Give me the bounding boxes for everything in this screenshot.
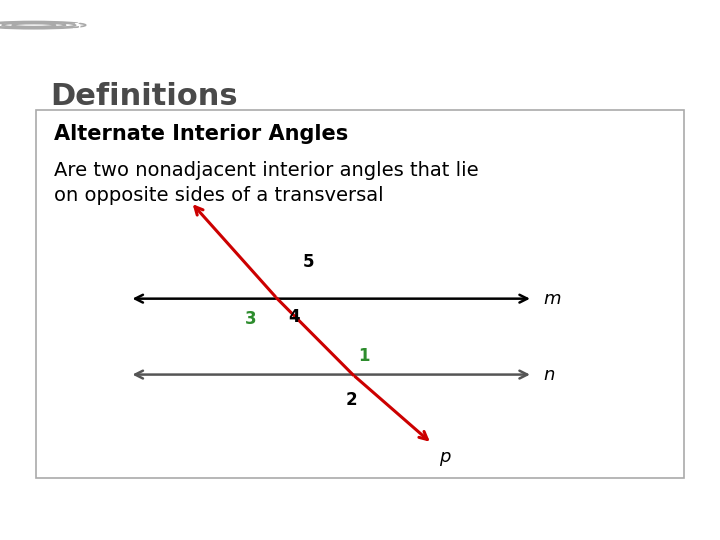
FancyBboxPatch shape (72, 518, 81, 532)
Text: n: n (544, 366, 555, 383)
FancyBboxPatch shape (36, 110, 684, 478)
Text: 3: 3 (245, 310, 256, 328)
Text: m: m (544, 289, 561, 308)
FancyBboxPatch shape (46, 518, 55, 532)
FancyBboxPatch shape (20, 518, 30, 532)
Text: 5: 5 (302, 253, 314, 271)
FancyBboxPatch shape (33, 518, 42, 532)
FancyBboxPatch shape (7, 518, 17, 532)
Text: Alternate Interior Angles: Alternate Interior Angles (54, 124, 348, 144)
FancyBboxPatch shape (85, 518, 94, 532)
FancyBboxPatch shape (59, 518, 68, 532)
Text: 1: 1 (359, 347, 370, 365)
Text: Definitions: Definitions (50, 83, 238, 111)
Text: 2: 2 (346, 391, 357, 409)
Text: Are two nonadjacent interior angles that lie
on opposite sides of a transversal: Are two nonadjacent interior angles that… (54, 160, 479, 205)
Text: Copyright © by Holt, Rinehart and Winston. All Rights Reserved.: Copyright © by Holt, Rinehart and Winsto… (192, 520, 528, 530)
Text: 3.3 Parallel Lines and Transversals: 3.3 Parallel Lines and Transversals (72, 18, 336, 32)
Text: 4: 4 (288, 308, 300, 326)
FancyBboxPatch shape (98, 518, 107, 532)
Text: p: p (439, 448, 451, 466)
